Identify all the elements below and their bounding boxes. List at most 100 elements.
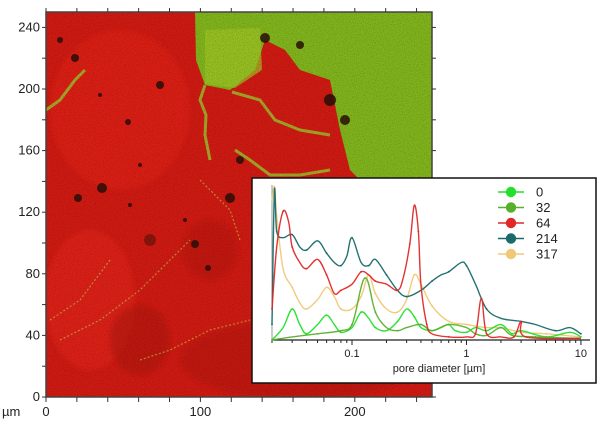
data-point-0	[325, 314, 328, 317]
data-point-214	[465, 264, 468, 267]
data-point-317	[396, 311, 399, 313]
legend-marker-0	[505, 186, 517, 198]
data-point-317	[545, 332, 548, 335]
data-point-0	[413, 315, 416, 318]
data-point-32	[447, 323, 450, 326]
inset-frame	[251, 177, 597, 384]
data-point-64	[474, 332, 477, 335]
data-point-214	[340, 264, 342, 267]
data-point-214	[485, 308, 488, 310]
series-line-64	[271, 204, 581, 340]
x-tick-label: 0	[42, 404, 49, 419]
data-point-214	[271, 323, 273, 326]
data-point-32	[316, 332, 319, 335]
data-point-0	[340, 331, 342, 334]
data-point-64	[282, 210, 284, 213]
data-point-32	[500, 326, 502, 329]
data-point-214	[405, 295, 408, 298]
y-tick-label: 160	[18, 143, 40, 158]
data-point-64	[408, 243, 411, 245]
data-point-214	[447, 270, 450, 273]
data-point-64	[524, 336, 527, 338]
data-point-214	[351, 236, 353, 239]
map-axes: 0 40 80 120 160 200 240 0 100 200 µm	[2, 8, 436, 419]
data-point-0	[305, 332, 308, 335]
data-point-214	[431, 280, 433, 282]
data-point-317	[360, 295, 362, 298]
data-point-0	[580, 336, 582, 338]
inset-x-tick-label: 10	[575, 348, 587, 360]
data-point-64	[325, 274, 328, 276]
data-point-32	[374, 311, 377, 313]
data-point-317	[413, 274, 416, 276]
data-point-214	[554, 329, 557, 332]
data-point-64	[340, 289, 342, 292]
data-point-317	[374, 292, 377, 295]
data-point-64	[447, 336, 450, 338]
y-tick-label: 200	[18, 81, 40, 96]
data-point-214	[580, 332, 582, 335]
data-point-214	[385, 274, 388, 276]
legend-marker-214	[505, 233, 517, 244]
data-point-64	[425, 323, 428, 326]
data-point-64	[374, 280, 377, 282]
inset-x-tick-label: 1	[463, 348, 469, 360]
data-point-317	[305, 308, 308, 310]
data-point-32	[534, 336, 537, 338]
data-point-214	[291, 233, 294, 236]
y-tick-label: 240	[18, 19, 40, 34]
series-line-214	[271, 187, 582, 335]
data-point-32	[271, 339, 273, 341]
legend-label-32: 32	[536, 200, 550, 215]
data-point-0	[374, 326, 377, 329]
data-point-64	[513, 336, 515, 338]
data-point-32	[364, 277, 366, 279]
legend-label-214: 214	[536, 231, 558, 246]
data-point-0	[396, 320, 399, 323]
data-point-32	[351, 323, 353, 326]
data-point-214	[367, 264, 370, 267]
data-point-32	[420, 323, 422, 326]
x-tick-label: 100	[190, 404, 212, 419]
data-point-64	[396, 289, 399, 292]
data-point-317	[291, 286, 294, 289]
legend-label-317: 317	[536, 247, 558, 262]
data-point-64	[291, 246, 294, 248]
data-point-317	[465, 323, 468, 326]
data-point-214	[325, 252, 328, 255]
data-point-317	[325, 286, 328, 289]
legend-label-64: 64	[536, 216, 550, 231]
legend-marker-64	[505, 217, 517, 229]
data-point-0	[291, 308, 294, 310]
data-point-0	[465, 331, 468, 334]
data-point-64	[305, 267, 308, 270]
y-tick-label: 0	[33, 389, 40, 404]
legend-marker-32	[505, 202, 517, 213]
data-point-317	[340, 308, 342, 310]
legend-marker-317	[505, 248, 517, 260]
series-line-32	[271, 277, 581, 341]
data-point-64	[417, 230, 420, 233]
data-point-317	[431, 305, 433, 307]
y-tick-label: 80	[26, 266, 40, 281]
data-point-214	[305, 249, 308, 252]
data-point-0	[511, 332, 513, 335]
inset-x-axis-label: pore diameter [µm]	[393, 363, 486, 375]
data-point-317	[271, 199, 273, 202]
data-point-64	[360, 270, 362, 273]
data-point-214	[275, 230, 278, 233]
data-point-0	[360, 311, 362, 313]
y-tick-label: 120	[18, 204, 40, 219]
series-line-0	[271, 308, 582, 341]
data-point-64	[271, 308, 273, 310]
y-tick-label: 40	[26, 327, 40, 342]
x-tick-label: 200	[344, 404, 366, 419]
unit-label: µm	[2, 404, 20, 419]
data-point-32	[396, 329, 399, 332]
inset-x-tick-label: 0.1	[344, 348, 359, 360]
inset-plot-area: 0.1 1 10	[271, 185, 590, 360]
data-point-64	[485, 332, 488, 335]
